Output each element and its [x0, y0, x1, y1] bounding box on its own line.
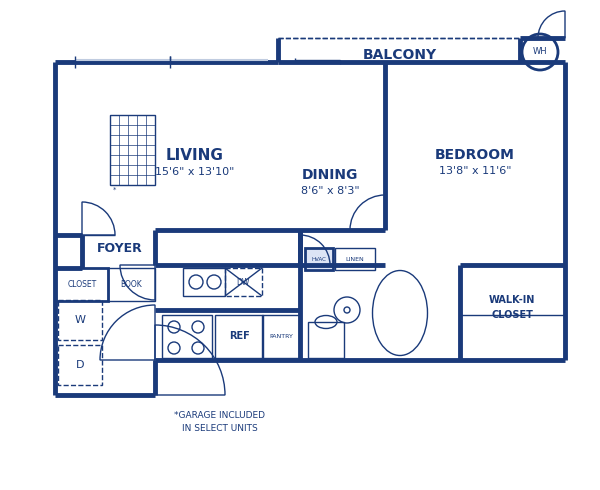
Text: *: * — [113, 187, 116, 193]
Text: LINEN: LINEN — [346, 256, 364, 262]
Text: W: W — [74, 315, 86, 325]
Text: REF: REF — [229, 331, 250, 341]
Bar — [58, 300, 102, 340]
Bar — [108, 268, 155, 301]
Text: *GARAGE INCLUDED: *GARAGE INCLUDED — [175, 411, 265, 419]
Bar — [308, 322, 344, 358]
Text: WALK-IN: WALK-IN — [489, 295, 535, 305]
Bar — [55, 268, 108, 301]
Text: LIVING: LIVING — [166, 147, 224, 163]
Text: BALCONY: BALCONY — [363, 48, 437, 62]
Bar — [262, 315, 300, 358]
Text: 13'8" x 11'6": 13'8" x 11'6" — [439, 166, 511, 176]
Text: HVAC: HVAC — [311, 256, 326, 262]
Text: DINING: DINING — [302, 168, 358, 182]
Text: PANTRY: PANTRY — [269, 334, 293, 339]
Text: FOYER: FOYER — [97, 242, 143, 254]
Text: BEDROOM: BEDROOM — [435, 148, 515, 162]
Bar — [183, 268, 225, 296]
Text: BOOK: BOOK — [120, 279, 142, 289]
Bar — [335, 248, 375, 270]
Text: 15'6" x 13'10": 15'6" x 13'10" — [155, 167, 235, 177]
Text: DW: DW — [236, 277, 250, 287]
Bar — [305, 248, 333, 270]
Text: WH: WH — [533, 48, 547, 56]
Bar — [225, 268, 262, 296]
Bar — [215, 315, 263, 358]
Text: CLOSET: CLOSET — [67, 279, 97, 289]
Bar — [162, 315, 212, 358]
Text: 8'6" x 8'3": 8'6" x 8'3" — [301, 186, 359, 196]
Bar — [58, 345, 102, 385]
Bar — [110, 115, 155, 185]
Text: D: D — [76, 360, 84, 370]
Text: CLOSET: CLOSET — [491, 310, 533, 320]
Text: IN SELECT UNITS: IN SELECT UNITS — [182, 423, 258, 433]
